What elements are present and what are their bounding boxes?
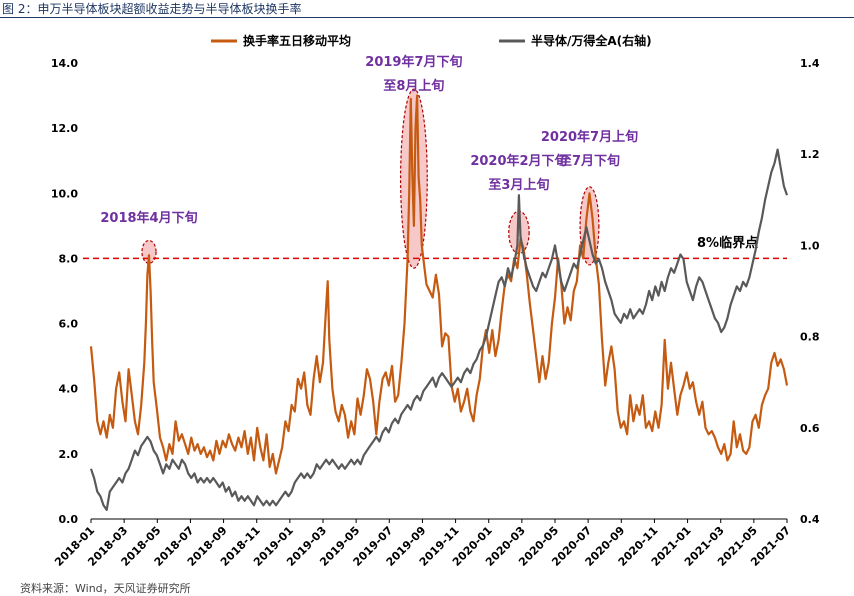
axes: 0.0 2.0 4.0 6.0 8.0 10.0 12.0 14.0 0.4 0.6 0.8 1.0 1… bbox=[51, 57, 820, 569]
right-tick-label: 1.0 bbox=[800, 239, 820, 252]
right-tick-label: 0.6 bbox=[800, 422, 820, 435]
left-tick-label: 6.0 bbox=[59, 318, 79, 331]
left-tick-label: 12.0 bbox=[51, 122, 78, 135]
legend-label-ratio: 半导体/万得全A(右轴) bbox=[531, 33, 652, 48]
left-tick-label: 14.0 bbox=[51, 57, 78, 70]
legend: 换手率五日移动平均 半导体/万得全A(右轴) bbox=[211, 33, 652, 48]
highlight-ellipse bbox=[141, 239, 157, 264]
threshold-label: 8%临界点 bbox=[697, 235, 758, 251]
right-tick-label: 1.4 bbox=[800, 57, 820, 70]
turnover-series-line bbox=[89, 94, 789, 475]
annotation-label: 2019年7月下旬 bbox=[365, 54, 462, 70]
left-tick-label: 10.0 bbox=[51, 187, 78, 200]
legend-label-turnover: 换手率五日移动平均 bbox=[243, 33, 351, 48]
right-tick-label: 1.2 bbox=[800, 148, 820, 161]
annotation-label: 2020年2月下旬 bbox=[470, 153, 567, 169]
source-note: 资料来源：Wind，天风证券研究所 bbox=[20, 582, 191, 595]
title-divider bbox=[0, 17, 854, 18]
threshold: 8%临界点 bbox=[83, 235, 787, 260]
figure-title: 图 2：申万半导体板块超额收益走势与半导体板块换手率 bbox=[2, 2, 302, 16]
annotation-label: 至3月上旬 bbox=[488, 177, 549, 193]
annotation-label: 2018年4月下旬 bbox=[100, 210, 197, 226]
left-tick-label: 4.0 bbox=[59, 383, 79, 396]
left-tick-label: 8.0 bbox=[59, 252, 79, 265]
relative-strength-series-line bbox=[89, 148, 789, 511]
right-tick-label: 0.4 bbox=[800, 513, 820, 526]
series-lines bbox=[89, 94, 789, 511]
left-tick-label: 0.0 bbox=[59, 513, 79, 526]
annotation-label: 至8月上旬 bbox=[383, 78, 444, 94]
annotation-label: 2020年7月上旬 bbox=[541, 129, 638, 145]
annotation-label: 至7月下旬 bbox=[559, 153, 620, 169]
left-tick-label: 2.0 bbox=[59, 448, 79, 461]
right-tick-label: 0.8 bbox=[800, 331, 820, 344]
